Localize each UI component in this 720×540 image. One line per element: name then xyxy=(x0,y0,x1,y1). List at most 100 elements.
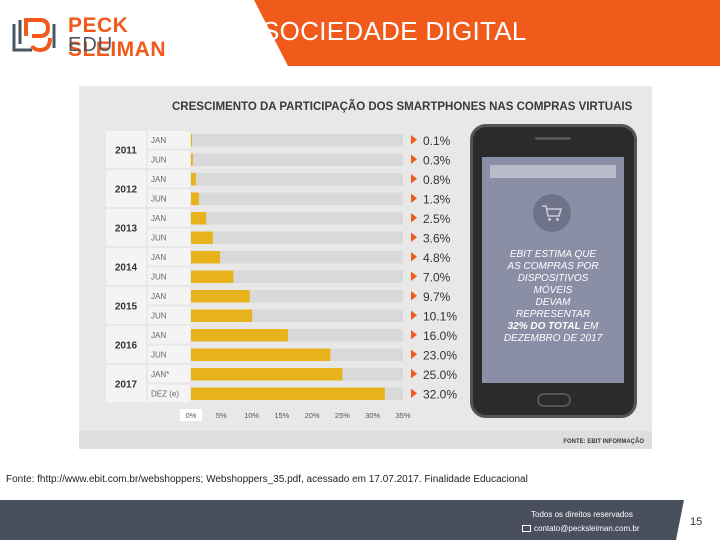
value-label: 4.8% xyxy=(423,251,451,265)
category-box xyxy=(148,170,190,188)
category-label: JAN xyxy=(151,175,166,184)
bar-track xyxy=(191,192,403,205)
bar xyxy=(191,290,250,303)
year-box xyxy=(106,365,146,402)
year-box xyxy=(106,209,146,246)
value-marker xyxy=(411,213,417,223)
mail-icon xyxy=(522,525,531,532)
category-box xyxy=(148,150,190,168)
category-label: JUN xyxy=(151,311,167,320)
year-box xyxy=(106,326,146,363)
category-box xyxy=(148,306,190,324)
bar xyxy=(191,368,343,381)
year-label: 2013 xyxy=(115,224,138,235)
x-tick-label: 20% xyxy=(305,411,320,420)
year-box xyxy=(106,287,146,324)
value-marker xyxy=(411,291,417,301)
phone-speaker xyxy=(535,137,571,140)
value-marker xyxy=(411,330,417,340)
page-number: 15 xyxy=(690,516,703,528)
value-marker xyxy=(411,369,417,379)
value-label: 0.8% xyxy=(423,173,451,187)
category-label: JUN xyxy=(151,233,167,242)
phone-message: EBIT ESTIMA QUE AS COMPRAS POR DISPOSITI… xyxy=(503,249,603,344)
chart-title: CRESCIMENTO DA PARTICIPAÇÃO DOS SMARTPHO… xyxy=(172,101,633,113)
value-marker xyxy=(411,388,417,398)
logo-mark-icon xyxy=(12,18,56,53)
phone-home-button xyxy=(537,393,571,407)
value-label: 0.1% xyxy=(423,134,451,148)
category-label: DEZ (e) xyxy=(151,389,179,398)
year-label: 2014 xyxy=(115,263,138,274)
bar-track xyxy=(191,270,403,283)
brand-logo: PECK SLEIMAN EDU xyxy=(10,14,220,61)
value-label: 0.3% xyxy=(423,153,451,167)
brand-sub: EDU xyxy=(68,34,114,56)
category-box xyxy=(148,287,190,305)
page-title: SOCIEDADE DIGITAL xyxy=(262,16,527,46)
bar-track xyxy=(191,134,403,147)
value-marker xyxy=(411,349,417,359)
brand-name: PECK SLEIMAN xyxy=(68,14,166,61)
bar-track xyxy=(191,231,403,244)
category-label: JUN xyxy=(151,350,167,359)
year-label: 2011 xyxy=(115,146,137,157)
footer-bar xyxy=(0,500,720,540)
year-box xyxy=(106,131,146,168)
bar-track xyxy=(191,173,403,186)
value-label: 10.1% xyxy=(423,309,457,323)
phone-screen-bar xyxy=(490,165,616,178)
footer-corner xyxy=(676,500,720,540)
bar xyxy=(191,134,192,147)
bar xyxy=(191,212,207,225)
value-marker xyxy=(411,154,417,164)
contact-email: contato@pecksleiman.com.br xyxy=(522,524,640,533)
bar-chart: 2011 2012 2013 2014 2015 2016 2017 JAN 0.1% JUN 0.… xyxy=(106,131,457,421)
shopping-cart-icon xyxy=(533,194,571,232)
value-label: 25.0% xyxy=(423,368,457,382)
bar-track xyxy=(191,153,403,166)
year-box xyxy=(106,248,146,285)
value-label: 16.0% xyxy=(423,329,457,343)
year-label: 2016 xyxy=(115,341,138,352)
category-label: JAN* xyxy=(151,370,169,379)
rights-text: Todos os direitos reservados xyxy=(531,510,633,519)
category-box xyxy=(148,345,190,363)
bar xyxy=(191,329,288,342)
category-box xyxy=(148,248,190,266)
category-box xyxy=(148,189,190,207)
bar xyxy=(191,153,193,166)
category-label: JAN xyxy=(151,292,166,301)
year-label: 2015 xyxy=(115,302,138,313)
value-marker xyxy=(411,174,417,184)
value-label: 2.5% xyxy=(423,212,451,226)
x-tick-label: 10% xyxy=(244,411,259,420)
x-tick-label: 5% xyxy=(216,411,227,420)
bar xyxy=(191,192,199,205)
zero-tick-box xyxy=(180,409,202,421)
year-label: 2017 xyxy=(115,380,138,391)
chart-source: FONTE: EBIT INFORMAÇÃO xyxy=(563,439,644,445)
category-label: JAN xyxy=(151,136,166,145)
value-label: 3.6% xyxy=(423,231,451,245)
x-tick-label: 25% xyxy=(335,411,350,420)
value-label: 1.3% xyxy=(423,192,451,206)
value-marker xyxy=(411,135,417,145)
phone-highlight: 32% DO TOTAL xyxy=(507,321,581,332)
panel-footer-strip xyxy=(79,431,652,449)
category-box xyxy=(148,228,190,246)
value-marker xyxy=(411,252,417,262)
category-label: JAN xyxy=(151,331,166,340)
value-marker xyxy=(411,310,417,320)
category-label: JUN xyxy=(151,155,167,164)
year-box xyxy=(106,170,146,207)
infographic-panel: 2011 2012 2013 2014 2015 2016 2017 JAN 0.1% JUN 0.… xyxy=(79,86,652,449)
x-tick-label: 0% xyxy=(186,411,197,420)
bar-track xyxy=(191,212,403,225)
bar xyxy=(191,309,253,322)
category-label: JAN xyxy=(151,253,166,262)
category-box xyxy=(148,131,190,149)
category-label: JUN xyxy=(151,272,167,281)
x-tick-label: 35% xyxy=(395,411,410,420)
smartphone-illustration: EBIT ESTIMA QUE AS COMPRAS POR DISPOSITI… xyxy=(470,124,637,418)
